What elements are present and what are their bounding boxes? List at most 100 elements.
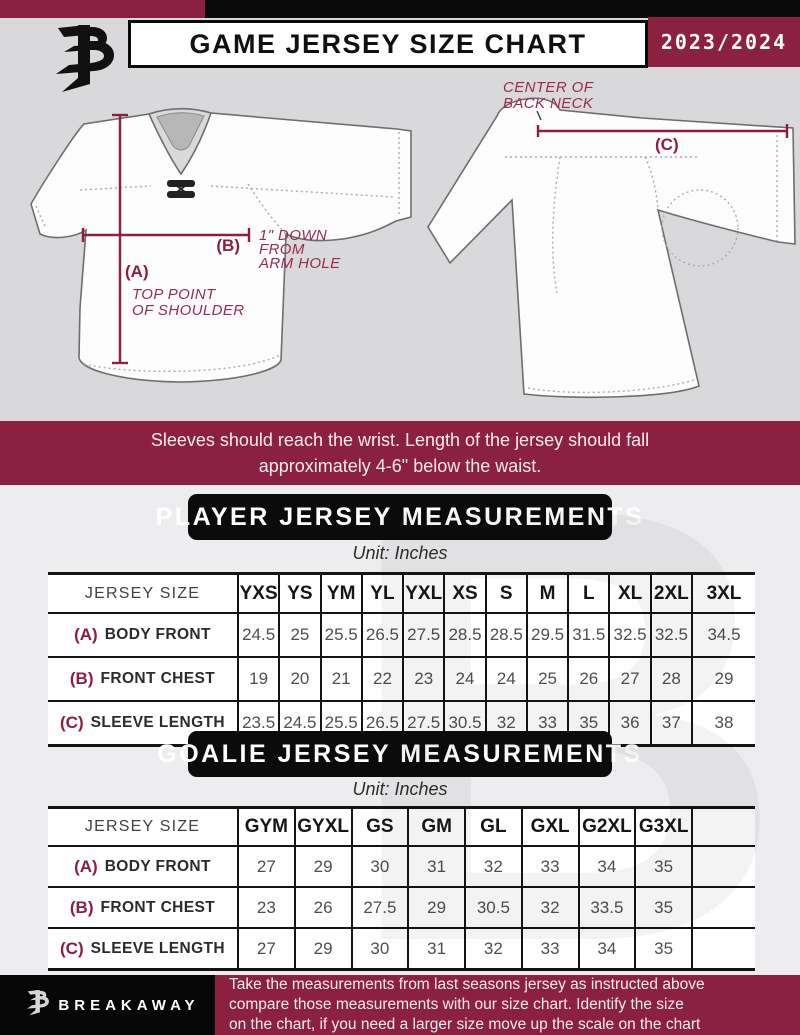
text-line: Sleeves should reach the wrist. Length o… [150,430,650,450]
text-line: approximately 4-6" below the waist. [258,456,542,476]
measurement-value: 24.5 [237,614,279,656]
back-neck-line2: BACK NECK [503,95,594,112]
measurement-row-label: (C) SLEEVE LENGTH [48,702,237,744]
measurement-value: 27 [608,658,650,700]
measurement-value: 26.5 [360,614,403,656]
page-title: GAME JERSEY SIZE CHART [128,20,648,68]
front-jersey-drawing: (B) 1" DOWN FROM ARM HOLE (A) TOP POINT … [30,107,412,383]
measurement-value: 34.5 [691,614,755,656]
row-key: (A) [74,856,98,876]
row-name: SLEEVE LENGTH [90,939,225,957]
measurement-value: 23 [402,658,444,700]
measurement-value: 36 [608,702,650,744]
table-row: (B) FRONT CHEST 19 20 21 22 23 24 24 25 26 27 28 29 [48,658,755,702]
label-c-key: (C) [655,135,679,154]
size-column-header: 3XL [691,575,755,612]
label-b-line1: 1" DOWN [259,227,327,244]
table-row: (B) FRONT CHEST 23 26 27.5 29 30.5 32 33.5 35 [48,888,755,929]
label-b-line3: ARM HOLE [258,255,341,272]
size-column-header: GXL [520,809,578,845]
table-row: (C) SLEEVE LENGTH 27 29 30 31 32 33 34 35 [48,929,755,971]
size-column-header: M [525,575,568,612]
measurement-value: 33 [520,847,578,886]
measurement-value: 37 [649,702,691,744]
text-line: on the chart, if you need a larger size … [229,1016,701,1033]
season-badge: 2023/2024 [648,17,800,67]
size-column-header: GM [407,809,464,845]
measurement-value: 19 [237,658,279,700]
size-column-header: 2XL [649,575,691,612]
measurement-value: 35 [634,847,691,886]
size-column-header: GL [464,809,521,845]
measurement-value: 29 [691,658,755,700]
collar-laces [167,180,195,198]
measurement-value: 28.5 [443,614,485,656]
measurement-value: 27.5 [402,614,444,656]
top-accent-bar-black [205,0,800,18]
row-key: (A) [74,625,98,644]
row-name: FRONT CHEST [100,898,216,916]
measurement-value: 26 [567,658,609,700]
label-a-line2: OF SHOULDER [132,302,244,319]
measurement-value [691,847,755,886]
size-column-header: G3XL [634,809,691,845]
measurement-value: 33.5 [577,888,635,927]
text-line: Take the measurements from last seasons … [229,976,705,993]
size-column-header: L [567,575,609,612]
measurement-value: 30 [350,847,408,886]
measurement-value [691,888,755,927]
size-column-header [691,809,755,845]
measurement-value: 30 [350,929,408,968]
measurement-value: 29 [407,888,464,927]
measurement-row-label: (A) BODY FRONT [48,847,237,886]
jersey-diagrams: (B) 1" DOWN FROM ARM HOLE (A) TOP POINT … [30,79,796,399]
row-key: (C) [60,938,84,958]
label-a-line1: TOP POINT [132,286,217,303]
measurement-value: 29.5 [525,614,568,656]
measurement-value: 25 [278,614,320,656]
measurement-value: 25 [525,658,568,700]
row-name: BODY FRONT [104,857,211,875]
measurement-value: 23 [237,888,294,927]
size-column-header: YXS [237,575,279,612]
measurement-value: 33 [520,929,578,968]
row-key: (B) [69,897,94,917]
breakaway-logo-icon [56,25,114,92]
breakaway-footer-logo-icon [27,990,50,1016]
measurement-value: 35 [634,888,691,927]
label-b-line2: FROM [259,241,305,258]
row-name: BODY FRONT [104,626,211,643]
goalie-unit-label: Unit: Inches [352,779,448,799]
label-a-key: (A) [125,262,149,281]
measurement-value: 34 [577,929,635,968]
measurement-value: 31 [407,847,464,886]
footer-brand-block: BREAKAWAY [0,975,215,1035]
measurement-row-label: (A) BODY FRONT [48,614,237,656]
measurement-row-label: (B) FRONT CHEST [48,658,237,700]
measurement-value: 22 [360,658,403,700]
row-key: (B) [69,669,94,688]
player-section-title: PLAYER JERSEY MEASUREMENTS [156,494,642,540]
goalie-size-table: JERSEY SIZE GYM GYXL GS GM GL GXL G2XL G3XL (A) BO… [48,806,755,971]
measurement-value: 28 [649,658,691,700]
jersey-size-label: JERSEY SIZE [48,809,237,845]
player-size-table: JERSEY SIZE YXS YS YM YL YXL XS S M L XL 2XL 3XL (A) B… [48,572,755,747]
label-b-key: (B) [216,236,240,255]
measurement-value: 32 [520,888,578,927]
measurement-value: 38 [691,702,755,744]
measurement-value: 31 [407,929,464,968]
measurement-value: 29 [293,929,351,968]
size-column-header: XS [443,575,485,612]
measurement-value: 30.5 [464,888,521,927]
table-header-row: JERSEY SIZE GYM GYXL GS GM GL GXL G2XL G3XL [48,809,755,847]
top-accent-bar-red [0,0,205,18]
size-column-header: YS [278,575,320,612]
size-column-header: GYXL [293,809,351,845]
measurement-value: 25.5 [319,614,361,656]
text-line: compare those measurements with our size… [229,996,684,1013]
size-column-header: YXL [402,575,444,612]
jersey-size-label: JERSEY SIZE [48,575,237,612]
measurement-value: 32.5 [649,614,691,656]
measurement-value: 35 [634,929,691,968]
